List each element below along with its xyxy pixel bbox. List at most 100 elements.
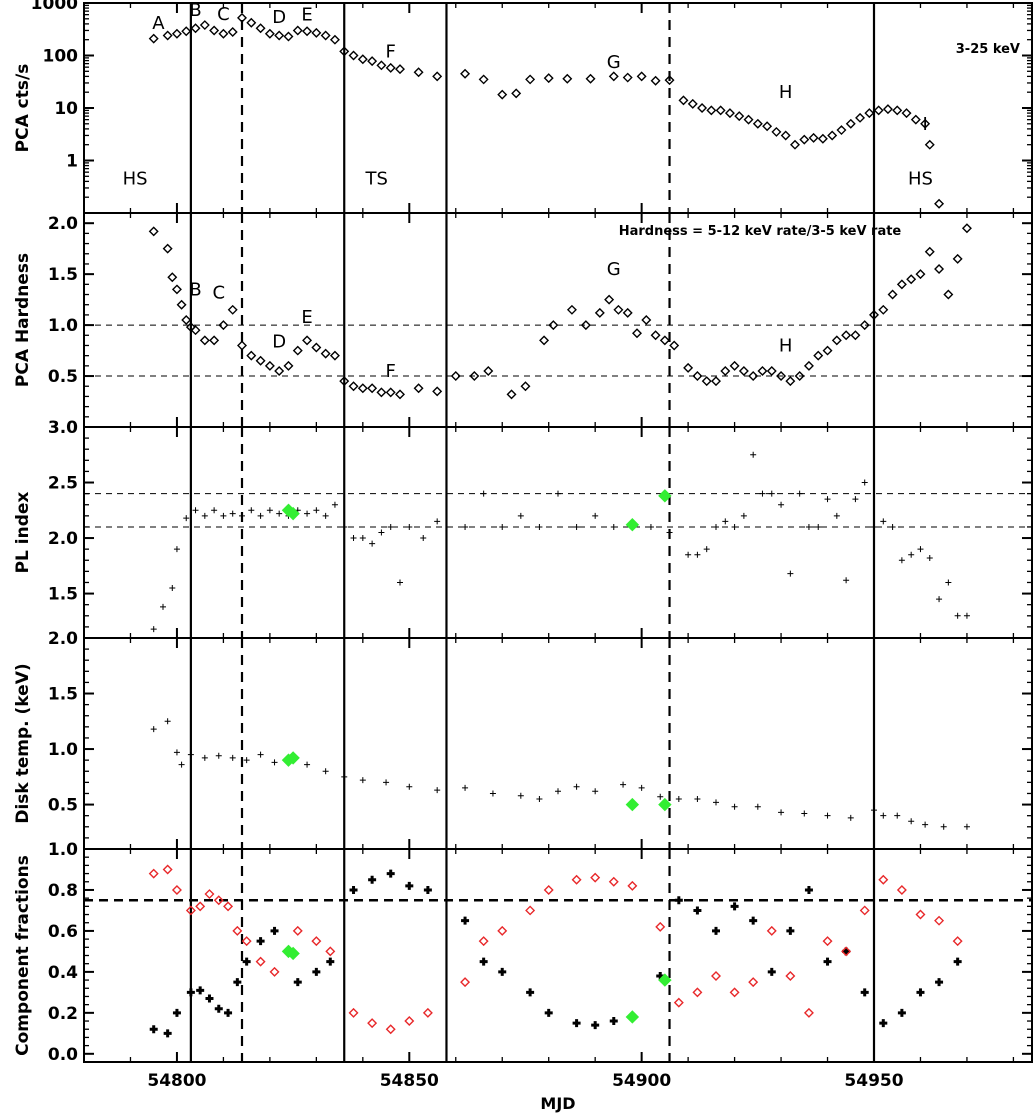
data-point (520, 381, 531, 392)
data-point (192, 507, 199, 514)
highlight-point (286, 946, 300, 961)
data-point (270, 926, 279, 935)
data-point (237, 12, 247, 23)
data-point (831, 335, 842, 346)
data-point (264, 360, 275, 371)
data-point (908, 818, 915, 825)
data-point (462, 784, 469, 791)
series-1 (148, 223, 972, 400)
highlight-point (625, 1010, 640, 1024)
data-point (255, 956, 266, 967)
data-point (461, 916, 470, 925)
data-point (687, 98, 698, 109)
data-point (936, 596, 943, 603)
epoch-label: C (217, 4, 230, 25)
data-point (169, 585, 176, 592)
data-point (836, 125, 847, 136)
data-point (724, 108, 735, 119)
data-point (480, 490, 487, 497)
data-point (697, 103, 708, 113)
data-point (218, 320, 229, 331)
y-tick-label: 1.0 (48, 840, 78, 860)
data-point (790, 139, 800, 150)
data-point (780, 130, 791, 141)
data-point (543, 884, 554, 895)
y-tick-label: 1.5 (48, 585, 78, 605)
data-point (674, 896, 683, 905)
data-point (255, 23, 266, 34)
data-point (329, 350, 340, 361)
data-point (162, 30, 173, 41)
data-point (385, 1024, 396, 1035)
data-point (517, 512, 524, 519)
highlight-point (658, 973, 672, 987)
data-point (349, 885, 358, 894)
data-point (882, 104, 893, 115)
data-point (479, 957, 488, 966)
data-point (864, 108, 875, 119)
panel-frame (83, 212, 1033, 428)
data-point (729, 360, 740, 371)
y-tick-label: 0.2 (48, 1004, 78, 1024)
data-point (822, 345, 833, 356)
data-point (580, 320, 591, 331)
data-point (329, 34, 340, 45)
data-point (148, 868, 159, 879)
data-point (571, 874, 582, 885)
data-point (879, 1019, 888, 1028)
data-point (766, 365, 777, 376)
data-point (239, 512, 245, 519)
data-point (852, 496, 859, 503)
data-point (715, 105, 726, 116)
state-label: HS (123, 169, 148, 190)
series-1 (150, 718, 970, 830)
data-point (320, 30, 331, 41)
data-point (720, 365, 731, 376)
data-point (801, 810, 808, 817)
data-point (794, 371, 805, 382)
y-axis-label: Disk temp. (keV) (13, 663, 33, 823)
data-point (404, 1016, 415, 1027)
data-point (734, 111, 745, 122)
data-point (878, 304, 889, 315)
data-point (385, 387, 396, 398)
data-point (506, 389, 517, 400)
data-point (692, 987, 703, 998)
data-point (573, 783, 580, 790)
data-point (293, 978, 302, 987)
data-point (627, 880, 638, 891)
data-point (608, 71, 619, 82)
data-point (934, 915, 945, 926)
data-point (160, 603, 166, 610)
panel-frame (83, 637, 1033, 850)
data-point (149, 1025, 158, 1034)
data-point (183, 515, 190, 522)
data-point (952, 936, 963, 947)
highlight-point (286, 751, 300, 765)
data-point (823, 957, 832, 966)
data-point (752, 118, 763, 129)
data-point (906, 274, 917, 285)
data-point (498, 967, 507, 976)
data-point (945, 579, 952, 586)
epoch-label: A (152, 13, 165, 34)
data-point (406, 783, 413, 790)
data-point (185, 905, 196, 916)
data-point (592, 512, 599, 519)
data-point (423, 885, 432, 894)
data-point (257, 751, 264, 758)
y-tick-label: 2.0 (48, 214, 78, 234)
data-point (450, 371, 461, 382)
data-point (171, 28, 182, 39)
y-tick-label: 0.0 (48, 1045, 78, 1065)
data-point (638, 784, 645, 791)
data-point (855, 112, 866, 123)
data-point (609, 1017, 618, 1026)
data-point (954, 612, 961, 619)
highlight-point (658, 797, 672, 812)
data-point (413, 383, 424, 394)
data-point (803, 1007, 814, 1018)
data-point (199, 335, 210, 346)
data-point (178, 761, 185, 768)
